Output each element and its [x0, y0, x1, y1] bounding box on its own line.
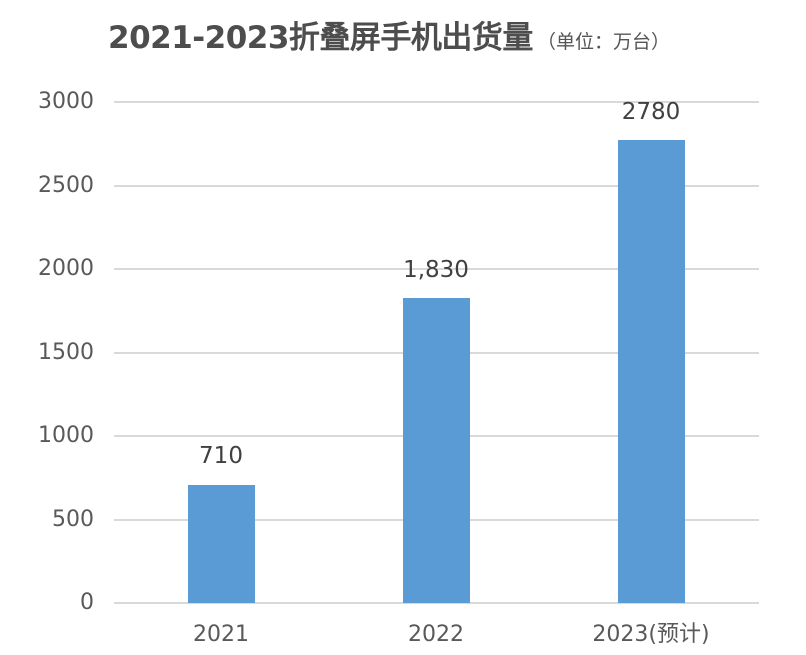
x-axis-line [114, 602, 759, 604]
y-tick-label: 3000 [38, 89, 94, 114]
gridline-2000 [114, 268, 759, 270]
y-tick-label: 1500 [38, 340, 94, 365]
chart-title-unit: （单位：万台） [536, 31, 670, 53]
x-tick-label-2023: 2023(预计) [592, 622, 710, 647]
y-tick-label: 2500 [38, 173, 94, 198]
y-tick-label: 500 [52, 507, 94, 532]
chart-title-main: 2021-2023折叠屏手机出货量 [108, 20, 533, 56]
data-label-2021: 710 [199, 443, 243, 469]
data-label-2022: 1,830 [403, 257, 469, 283]
bar-2023 [618, 140, 685, 603]
chart-title: 2021-2023折叠屏手机出货量 （单位：万台） [108, 12, 670, 57]
y-tick-label: 1000 [38, 423, 94, 448]
bar-2021 [188, 485, 255, 603]
x-tick-label-2021: 2021 [193, 622, 249, 647]
gridline-3000 [114, 101, 759, 103]
y-tick-label: 2000 [38, 256, 94, 281]
gridline-2500 [114, 185, 759, 187]
x-tick-label-2022: 2022 [408, 622, 464, 647]
y-tick-label: 0 [80, 590, 94, 615]
bar-2022 [403, 298, 470, 603]
data-label-2023: 2780 [621, 99, 681, 125]
